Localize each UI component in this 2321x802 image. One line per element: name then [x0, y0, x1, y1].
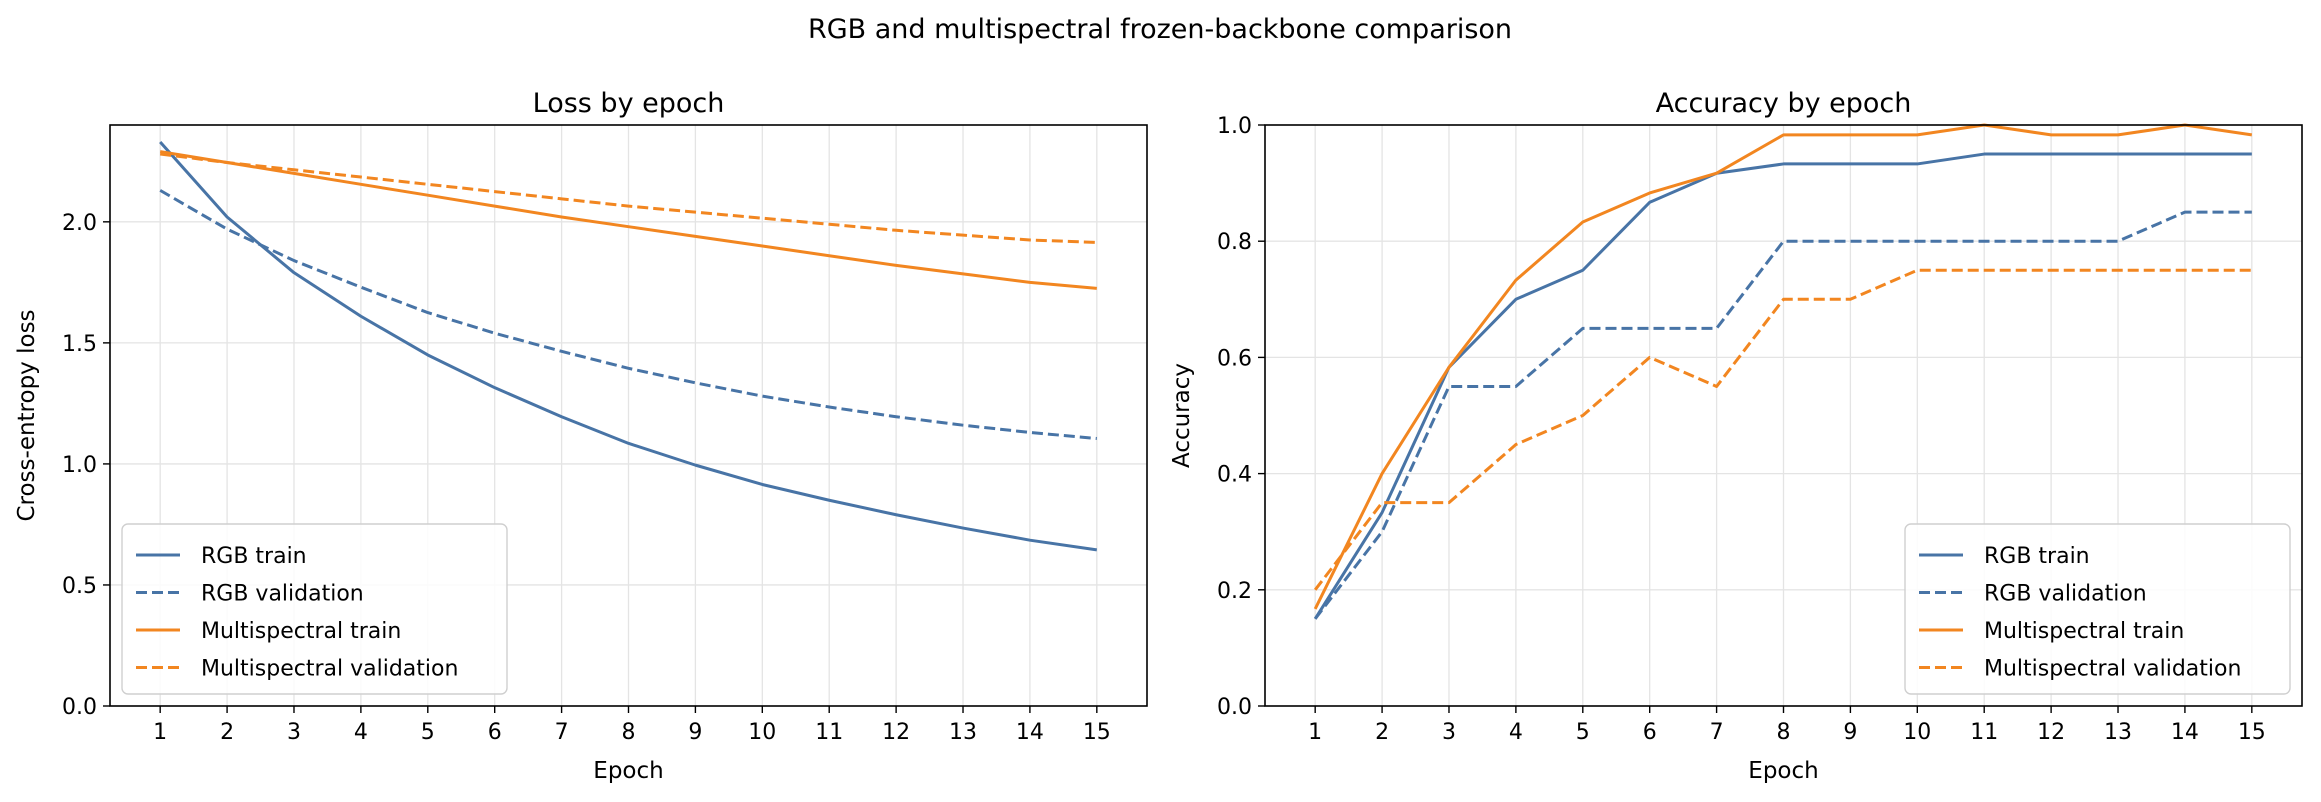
x-tick-label: 12	[2037, 720, 2065, 745]
y-tick-label: 1.0	[1217, 114, 1252, 139]
x-tick-label: 5	[1576, 720, 1590, 745]
y-axis-label: Accuracy	[1169, 363, 1195, 468]
x-tick-label: 7	[1710, 720, 1724, 745]
x-tick-label: 15	[2238, 720, 2266, 745]
x-tick-label: 6	[1643, 720, 1657, 745]
x-tick-label: 9	[1843, 720, 1857, 745]
panel-title: Loss by epoch	[533, 88, 725, 119]
x-tick-label: 15	[1083, 720, 1111, 745]
x-tick-label: 8	[1777, 720, 1791, 745]
x-tick-label: 7	[555, 720, 569, 745]
series-line-rgb-train	[159, 140, 1098, 552]
x-tick-label: 11	[1970, 720, 1998, 745]
y-tick-label: 1.5	[62, 332, 97, 357]
series-line-multispectral-train	[1313, 123, 2253, 610]
x-tick-label: 13	[2104, 720, 2132, 745]
legend-label: RGB train	[1984, 544, 2090, 569]
legend-label: Multispectral train	[201, 619, 401, 644]
x-tick-label: 14	[2171, 720, 2199, 745]
x-tick-label: 10	[748, 720, 776, 745]
y-tick-label: 0.0	[62, 695, 97, 720]
series-line-rgb-validation	[159, 189, 1097, 440]
y-tick-label: 0.0	[1217, 695, 1252, 720]
y-tick-label: 0.5	[62, 574, 97, 599]
y-tick-label: 0.4	[1217, 463, 1252, 488]
x-axis-label: Epoch	[1748, 758, 1818, 784]
x-tick-label: 9	[688, 720, 702, 745]
legend-label: RGB validation	[1984, 582, 2147, 607]
x-tick-label: 4	[354, 720, 368, 745]
x-tick-label: 2	[1375, 720, 1389, 745]
x-tick-label: 12	[882, 720, 910, 745]
loss-panel: 1 2 3 4 5 6 7 8 9 10 11 12 13 14 150.00.51.01.52.0Loss…	[14, 88, 1148, 784]
x-tick-label: 11	[815, 720, 843, 745]
x-tick-label: 8	[622, 720, 636, 745]
legend: RGB train RGB validation Multispectral tra…	[121, 523, 508, 695]
y-tick-label: 0.8	[1217, 230, 1252, 255]
series-line-rgb-validation	[1313, 210, 2252, 620]
panel-title: Accuracy by epoch	[1656, 88, 1912, 119]
series-line-multispectral-validation	[1313, 268, 2252, 591]
x-tick-label: 3	[1442, 720, 1456, 745]
legend-label: Multispectral validation	[201, 657, 458, 682]
series-line-rgb-train	[1313, 152, 2252, 620]
legend-label: RGB validation	[201, 582, 364, 607]
y-tick-label: 0.2	[1217, 579, 1252, 604]
legend-box	[121, 523, 508, 695]
y-tick-label: 0.6	[1217, 346, 1252, 371]
x-axis-label: Epoch	[593, 758, 663, 784]
x-tick-label: 6	[488, 720, 502, 745]
x-tick-label: 3	[287, 720, 301, 745]
legend-label: Multispectral validation	[1984, 657, 2241, 682]
x-tick-label: 1	[1308, 720, 1322, 745]
x-tick-label: 5	[421, 720, 435, 745]
legend-label: Multispectral train	[1984, 619, 2184, 644]
y-tick-label: 2.0	[62, 211, 97, 236]
series-line-multispectral-train	[159, 150, 1097, 290]
series-group	[1313, 123, 2253, 620]
accuracy-panel: 1 2 3 4 5 6 7 8 9 10 11 12 13 14 150.00.20.40.60.81.0A…	[1169, 88, 2303, 784]
legend-box	[1904, 523, 2291, 695]
x-tick-label: 10	[1903, 720, 1931, 745]
x-tick-label: 2	[220, 720, 234, 745]
x-tick-label: 13	[949, 720, 977, 745]
legend-label: RGB train	[201, 544, 307, 569]
x-tick-label: 1	[153, 720, 167, 745]
legend: RGB train RGB validation Multispectral tra…	[1904, 523, 2291, 695]
y-tick-label: 1.0	[62, 453, 97, 478]
figure-suptitle: RGB and multispectral frozen-backbone co…	[808, 14, 1512, 45]
series-group	[159, 140, 1098, 552]
x-tick-label: 4	[1509, 720, 1523, 745]
series-line-multispectral-validation	[159, 152, 1097, 244]
y-axis-label: Cross-entropy loss	[14, 309, 40, 521]
x-tick-label: 14	[1016, 720, 1044, 745]
